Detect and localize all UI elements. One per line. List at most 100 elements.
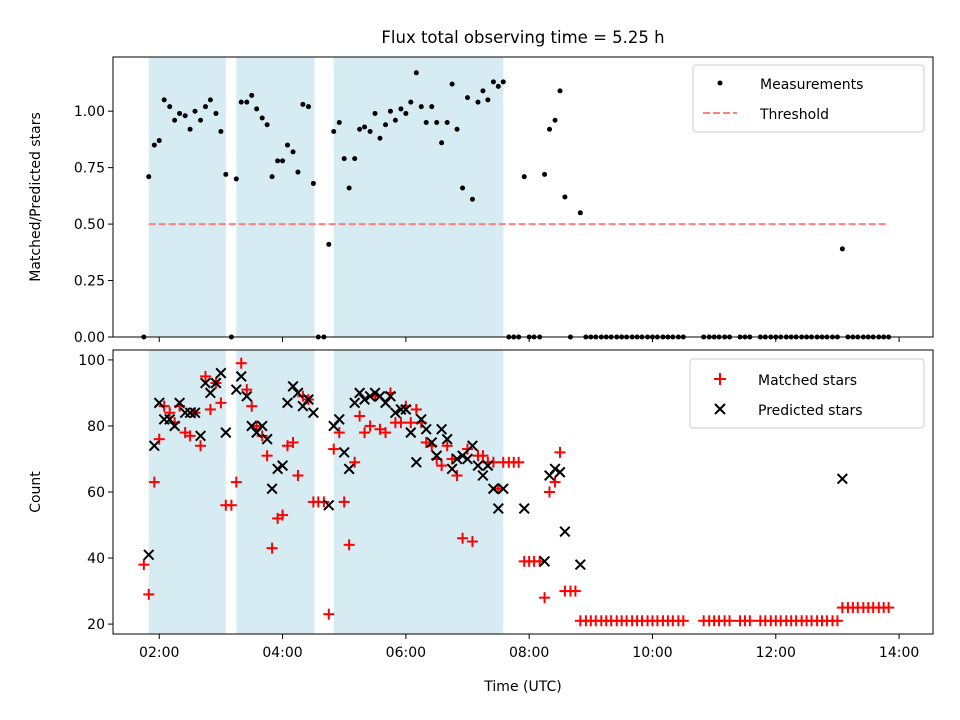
matched-point-35 <box>318 496 330 508</box>
top-axes-frame <box>112 56 934 338</box>
measurement-point-15 <box>218 129 224 135</box>
measurement-point-11 <box>198 117 204 123</box>
predicted-point-24 <box>272 463 284 475</box>
matched-point-15 <box>215 397 227 409</box>
matched-point-18 <box>230 476 242 488</box>
predicted-point-27 <box>287 380 299 392</box>
matched-point-68 <box>487 456 499 468</box>
matched-point-12 <box>199 370 211 382</box>
measurement-point-2 <box>151 142 157 148</box>
matched-point-3 <box>153 433 165 445</box>
measurement-point-26 <box>275 158 281 164</box>
predicted-point-12 <box>204 387 216 399</box>
predicted-point-22 <box>261 433 273 445</box>
matched-point-64 <box>466 536 478 548</box>
matched-point-140 <box>883 602 895 614</box>
predicted-point-18 <box>241 390 253 402</box>
predicted-point-46 <box>395 403 407 415</box>
predicted-point-21 <box>256 420 268 432</box>
measurement-point-31 <box>300 101 306 107</box>
measurement-point-37 <box>331 129 337 135</box>
measurement-point-64 <box>469 196 475 202</box>
matched-point-2 <box>148 476 160 488</box>
legend-measurements-marker <box>717 80 723 86</box>
measurement-point-54 <box>418 104 424 110</box>
measurement-point-52 <box>408 99 414 105</box>
bottom-legend-box <box>689 358 925 429</box>
legend-matched-label: Matched stars <box>758 373 857 389</box>
measurement-point-69 <box>495 83 501 89</box>
bottom-y-axis-label: Count <box>28 471 44 513</box>
matched-point-130 <box>831 615 843 627</box>
predicted-point-48 <box>405 427 417 439</box>
predicted-point-63 <box>482 460 494 472</box>
measurement-point-40 <box>346 185 352 191</box>
legend-matched-marker <box>714 373 726 385</box>
predicted-point-28 <box>292 387 304 399</box>
matched-point-43 <box>359 427 371 439</box>
matched-point-44 <box>364 420 376 432</box>
predicted-point-43 <box>380 397 392 409</box>
legend-threshold-label: Threshold <box>759 107 829 123</box>
matched-point-62 <box>457 532 469 544</box>
measurement-point-23 <box>259 115 265 121</box>
predicted-point-73 <box>574 559 586 571</box>
measurement-point-29 <box>290 149 296 155</box>
predicted-point-56 <box>446 463 458 475</box>
measurement-point-81 <box>557 88 563 94</box>
predicted-point-8 <box>184 407 196 419</box>
measurement-point-41 <box>352 156 358 162</box>
predicted-point-60 <box>466 440 478 452</box>
predicted-point-44 <box>384 390 396 402</box>
predicted-point-6 <box>174 397 186 409</box>
predicted-point-4 <box>164 413 176 425</box>
top-ytick-label-0: 0.00 <box>74 330 105 346</box>
predicted-point-34 <box>333 413 345 425</box>
xtick-label-6: 14:00 <box>879 645 919 661</box>
xtick-label-4: 10:00 <box>632 645 672 661</box>
measurement-point-84 <box>577 210 583 216</box>
measurement-point-62 <box>460 185 466 191</box>
matched-point-84 <box>569 585 581 597</box>
matched-point-24 <box>261 450 273 462</box>
measurement-point-8 <box>182 113 188 119</box>
matched-point-63 <box>462 443 474 455</box>
matched-point-21 <box>246 400 258 412</box>
measurement-point-43 <box>362 124 368 130</box>
measurement-point-80 <box>552 117 558 123</box>
measurement-point-16 <box>223 171 229 177</box>
predicted-point-47 <box>400 403 412 415</box>
matched-point-42 <box>354 410 366 422</box>
bottom-panel: 20 40 60 80 100 02:00 04:00 06:00 08:00 10:00 12:… <box>28 349 934 695</box>
predicted-point-50 <box>415 413 427 425</box>
predicted-point-59 <box>462 453 474 465</box>
measurement-point-53 <box>413 70 419 76</box>
predicted-point-45 <box>389 407 401 419</box>
matched-point-28 <box>281 440 293 452</box>
top-y-ticks: 0.00 0.25 0.50 0.75 1.00 <box>74 104 113 346</box>
predicted-point-16 <box>230 384 242 396</box>
measurement-point-79 <box>547 126 553 132</box>
matched-point-29 <box>287 436 299 448</box>
measurement-point-18 <box>233 176 239 182</box>
predicted-point-10 <box>195 430 207 442</box>
xtick-label-0: 02:00 <box>139 645 179 661</box>
xtick-label-5: 12:00 <box>756 645 796 661</box>
matched-point-59 <box>441 440 453 452</box>
chart-title: Flux total observing time = 5.25 h <box>381 28 664 47</box>
measurement-point-56 <box>429 104 435 110</box>
matched-point-53 <box>410 403 422 415</box>
measurement-point-22 <box>254 106 260 112</box>
measurement-point-57 <box>434 119 440 125</box>
top-y-axis-label: Matched/Predicted stars <box>28 112 44 282</box>
measurement-point-32 <box>305 104 311 110</box>
matched-point-37 <box>328 443 340 455</box>
top-ytick-label-4: 1.00 <box>74 104 105 120</box>
top-interval-1 <box>236 57 315 337</box>
measurement-point-59 <box>444 119 450 125</box>
top-ytick-label-3: 0.75 <box>74 161 105 177</box>
measurement-point-68 <box>490 79 496 85</box>
bottom-observing-intervals <box>148 350 504 634</box>
predicted-point-58 <box>457 450 469 462</box>
measurement-point-21 <box>249 92 255 98</box>
